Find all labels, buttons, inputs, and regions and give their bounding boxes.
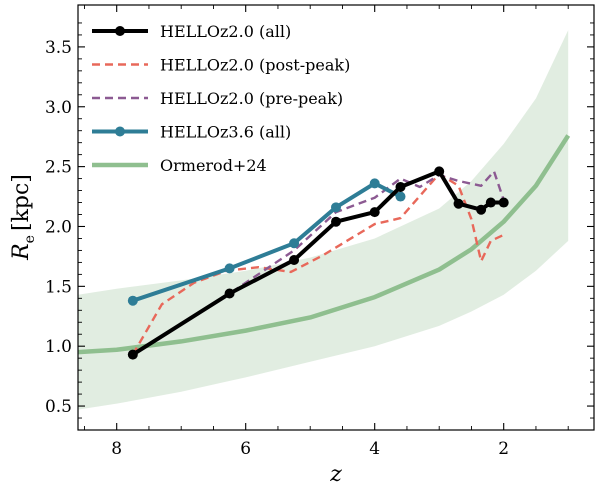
series-layer [78, 134, 571, 360]
svg-text:Re[kpc]: Re [kpc] [9, 174, 38, 261]
ormerod-24-band [78, 30, 569, 410]
plot-frame [77, 4, 595, 431]
x-axis-label: z [329, 462, 342, 487]
y-axis-label: Re [kpc] [9, 174, 38, 261]
helloz2-0-pre-peak-legend-label: HELLOz2.0 (pre-peak) [160, 89, 343, 108]
helloz3-6-all-legend-label: HELLOz3.6 (all) [160, 123, 291, 142]
helloz2-0-all-point [224, 288, 235, 299]
helloz2-0-all-point [395, 181, 406, 192]
helloz2-0-all-point [369, 207, 380, 218]
helloz2-0-all-legend-marker [115, 26, 125, 36]
helloz3-6-all-legend-marker [115, 126, 125, 137]
ormerod-24-legend-label: Ormerod+24 [160, 156, 267, 175]
ormerod-band-layer [78, 30, 569, 410]
helloz3-6-all-point [369, 178, 380, 189]
helloz2-0-all-point [127, 349, 138, 360]
helloz3-6-all-point [289, 238, 300, 249]
y-tick-label: 0.5 [45, 397, 72, 417]
x-tick-label: 6 [240, 439, 251, 459]
y-tick-label: 1.5 [45, 277, 72, 297]
x-tick-label: 4 [369, 439, 380, 459]
helloz2-0-all-point [434, 166, 445, 177]
helloz2-0-post-peak-legend-label: HELLOz2.0 (post-peak) [160, 56, 350, 75]
y-tick-label: 3.0 [45, 98, 72, 118]
y-axis-label-sub: e [22, 235, 38, 243]
helloz2-0-post-peak-line [131, 172, 505, 356]
helloz2-0-all-legend-label: HELLOz2.0 (all) [160, 22, 291, 41]
helloz3-6-all-point [395, 191, 406, 202]
x-tick-label: 8 [111, 439, 122, 459]
helloz3-6-all-point [224, 263, 235, 274]
y-tick-label: 2.5 [45, 158, 72, 178]
y-tick-label: 2.0 [45, 217, 72, 237]
helloz2-0-all-point [498, 197, 509, 208]
legend: HELLOz2.0 (all) HELLOz2.0 (post-peak) HELL… [92, 22, 350, 175]
y-axis-label-main: R [9, 243, 34, 261]
helloz3-6-all-point [127, 295, 138, 306]
helloz2-0-all-point [476, 204, 487, 215]
helloz2-0-all-point [485, 197, 496, 208]
x-tick-label: 2 [498, 439, 509, 459]
helloz2-0-all-point [453, 198, 464, 209]
helloz2-0-all-point [331, 216, 341, 227]
y-axis-label-unit: [kpc] [9, 174, 34, 231]
helloz3-6-all-point [331, 202, 341, 213]
ormerod-24-line [78, 134, 571, 355]
y-tick-label: 1.0 [45, 337, 72, 357]
tick-layer: 8 6 4 2 0.5 1.0 1.5 2.0 2.5 3.0 3.5 [45, 5, 594, 459]
y-tick-label: 3.5 [45, 38, 72, 58]
helloz2-0-all-point [289, 255, 300, 265]
